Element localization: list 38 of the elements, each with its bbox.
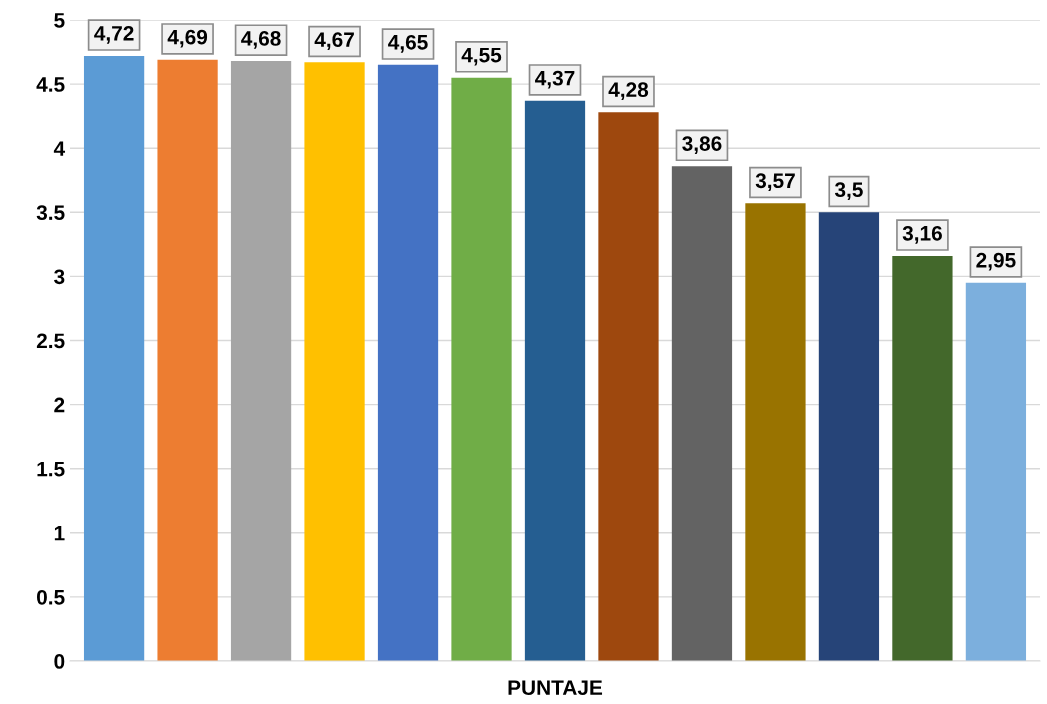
y-tick-label: 4 [53, 141, 66, 156]
bar [671, 166, 733, 661]
y-tick-label: 3 [54, 269, 65, 285]
bar [745, 203, 806, 661]
y-tick-label: 0.5 [37, 589, 65, 605]
data-label: 4,28 [608, 82, 649, 101]
bar [818, 212, 880, 661]
data-label: 2,95 [976, 252, 1016, 271]
bar [83, 55, 145, 661]
bar [451, 77, 512, 661]
data-label: 3,5 [834, 182, 863, 201]
bar [892, 255, 953, 661]
y-tick-label: 1 [54, 526, 65, 541]
data-label: 4,68 [241, 31, 281, 49]
bar [230, 61, 292, 661]
data-label: 4,55 [461, 47, 502, 66]
y-tick-label: 1.5 [37, 461, 65, 477]
y-tick-label: 3.5 [36, 205, 65, 221]
data-label: 3,57 [755, 173, 795, 192]
y-tick-label: 5 [54, 13, 65, 28]
data-label: 3,86 [682, 136, 722, 154]
data-label: 4,65 [388, 34, 428, 53]
y-tick-label: 4.5 [36, 77, 65, 92]
bar [377, 64, 439, 661]
data-label: 4,67 [314, 32, 354, 51]
data-label: 4,69 [167, 29, 208, 48]
bar [157, 59, 218, 661]
x-axis-title: PUNTAJE [508, 680, 603, 696]
bar [304, 62, 365, 661]
y-tick-label: 0 [54, 654, 65, 669]
y-tick-label: 2.5 [36, 333, 65, 349]
bar [965, 282, 1027, 661]
bar [598, 112, 659, 661]
data-label: 4,72 [94, 25, 134, 44]
data-label: 4,37 [535, 70, 575, 89]
bar [524, 100, 586, 661]
y-tick-label: 2 [54, 397, 65, 413]
data-label: 3,16 [902, 225, 942, 244]
